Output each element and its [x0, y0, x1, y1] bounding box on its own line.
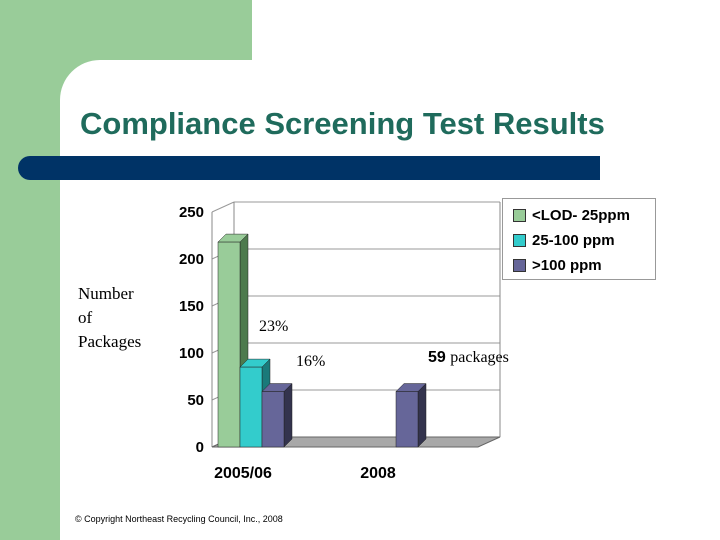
legend-swatch [513, 258, 526, 272]
bar [395, 391, 419, 448]
legend-item: >100 ppm [513, 255, 602, 275]
title-underline-bar [18, 156, 600, 180]
annotation-16-percent: 16% [296, 353, 326, 370]
y-tick-label: 50 [187, 392, 204, 409]
annotation-packages-count: 59 [428, 349, 446, 366]
chart-legend: <LOD- 25ppm 25-100 ppm >100 ppm [502, 198, 656, 280]
copyright-notice: © Copyright Northeast Recycling Council,… [75, 514, 283, 524]
slide-title: Compliance Screening Test Results [80, 106, 605, 141]
y-axis-title-line: Packages [78, 332, 142, 351]
y-axis-title-line: Number [78, 284, 134, 303]
bar [261, 391, 285, 448]
bar-side [283, 382, 293, 448]
legend-label: <LOD- 25ppm [532, 206, 630, 224]
y-tick-label: 250 [179, 204, 204, 221]
legend-item: <LOD- 25ppm [513, 205, 630, 225]
legend-swatch [513, 233, 526, 247]
y-axis-title-line: of [78, 308, 93, 327]
y-axis-title: Number of Packages [78, 282, 141, 354]
y-tick-label: 100 [179, 345, 204, 362]
y-tick-label: 0 [196, 439, 204, 456]
content-panel [60, 60, 720, 540]
annotation-packages-unit: packages [450, 349, 509, 366]
gridline-depth [211, 201, 235, 213]
x-tick-label: 2005/06 [214, 465, 272, 482]
legend-swatch [513, 208, 526, 222]
annotation-59-packages: 59 packages [428, 349, 509, 367]
x-tick-label: 2008 [360, 465, 396, 482]
y-tick-label: 150 [179, 298, 204, 315]
bar [239, 366, 263, 448]
bar [217, 241, 241, 448]
legend-label: >100 ppm [532, 256, 602, 274]
annotation-23-percent: 23% [259, 318, 289, 335]
legend-label: 25-100 ppm [532, 231, 615, 249]
bar-side [417, 382, 427, 448]
y-tick-label: 200 [179, 251, 204, 268]
legend-item: 25-100 ppm [513, 230, 615, 250]
